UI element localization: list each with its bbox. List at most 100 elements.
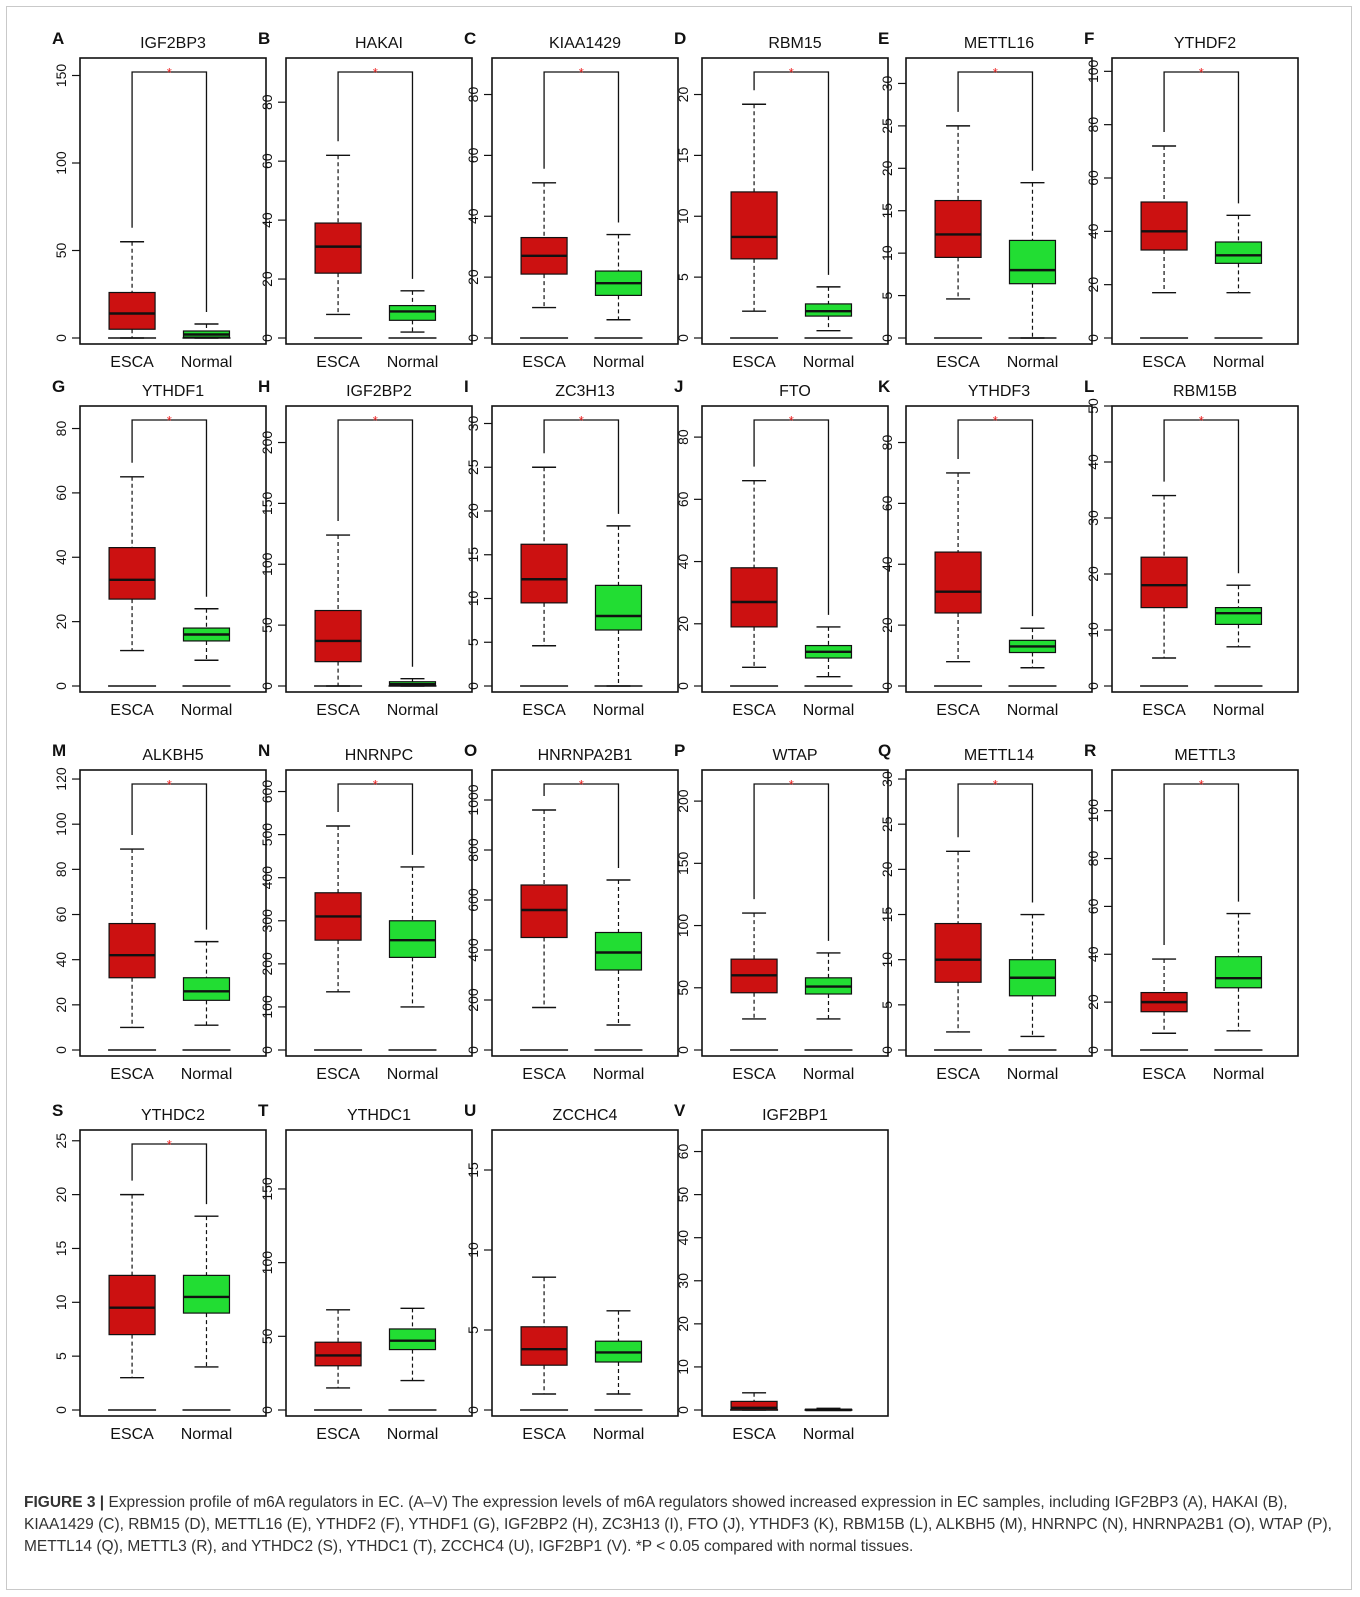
x-tick-label: ESCA [732,1426,776,1443]
y-tick-label: 15 [465,1162,481,1178]
y-tick-label: 50 [53,243,69,259]
y-tick-label: 20 [53,1187,69,1203]
x-tick-label: ESCA [1142,354,1186,371]
x-tick-label: Normal [181,1426,233,1443]
significance-star: * [993,65,998,80]
y-tick-label: 5 [675,273,691,281]
y-tick-label: 0 [465,1406,481,1414]
panel-M: M ALKBH5 0 20 40 60 80 100 120 ESCA Normal * [52,741,267,1083]
panel-H: H IGF2BP2 0 50 100 150 200 ESCA Normal * [258,377,473,719]
y-tick-label: 10 [675,208,691,224]
panel-letter: C [464,29,476,48]
x-tick-label: Normal [1213,702,1265,719]
y-tick-label: 80 [53,421,69,437]
significance-bracket [1163,419,1240,574]
plot-frame [285,1129,473,1417]
y-tick-label: 150 [259,491,275,515]
x-tick-label: Normal [593,1426,645,1443]
y-tick-label: 20 [1085,566,1101,582]
panel-letter: K [878,377,891,396]
plot-frame [79,769,267,1057]
y-tick-label: 0 [53,1046,69,1054]
plot-frame [79,405,267,693]
iqr-box [108,547,156,600]
box-esca [520,466,569,687]
panel-title: KIAA1429 [549,35,621,52]
x-tick-label: Normal [1213,1066,1265,1083]
y-tick-label: 40 [675,554,691,570]
panel-title: METTL3 [1174,747,1235,764]
box-esca [108,476,157,687]
panel-Q: Q METTL14 0 5 10 15 20 25 30 ESCA Normal * [878,741,1093,1083]
plot-frame [701,769,889,1057]
y-tick-label: 80 [1085,117,1101,133]
panel-letter: B [258,29,270,48]
y-tick-label: 20 [465,269,481,285]
y-tick-label: 0 [675,1406,691,1414]
panel-letter: A [52,29,64,48]
y-tick-label: 60 [675,1144,691,1160]
x-tick-label: Normal [1007,702,1059,719]
plot-frame [1111,405,1299,693]
panel-title: YTHDF1 [142,383,204,400]
box-esca [730,479,779,687]
box-esca [730,1392,779,1411]
panel-U: U ZCCHC4 0 5 10 15 ESCA Normal [464,1101,679,1443]
y-tick-label: 80 [879,435,895,451]
panel-K: K YTHDF3 0 20 40 60 80 ESCA Normal * [878,377,1093,719]
iqr-box [388,1328,437,1351]
y-tick-label: 40 [53,952,69,968]
significance-bracket [753,71,830,275]
panel-letter: S [52,1101,63,1120]
panel-title: ALKBH5 [142,747,203,764]
y-tick-label: 15 [675,147,691,163]
box-normal [804,952,853,1051]
iqr-box [314,609,362,663]
x-tick-label: ESCA [522,1426,566,1443]
y-tick-label: 0 [879,682,895,690]
y-tick-label: 5 [879,291,895,299]
significance-bracket [543,419,620,514]
y-tick-label: 100 [259,995,275,1019]
iqr-box [108,291,156,330]
panel-D: D RBM15 0 5 10 15 20 ESCA Normal * [674,29,889,371]
x-tick-label: Normal [387,702,439,719]
y-tick-label: 0 [879,334,895,342]
panel-letter: J [674,377,683,396]
box-esca [520,1276,569,1411]
box-esca [108,848,157,1051]
significance-star: * [993,777,998,792]
y-tick-label: 20 [675,1316,691,1332]
y-tick-label: 150 [675,851,691,875]
y-tick-label: 30 [1085,510,1101,526]
panel-title: METTL16 [964,35,1034,52]
y-tick-label: 60 [53,907,69,923]
x-tick-label: ESCA [110,1426,154,1443]
significance-star: * [789,413,794,428]
panel-title: IGF2BP2 [346,383,412,400]
x-tick-label: Normal [1007,354,1059,371]
y-tick-label: 40 [1085,946,1101,962]
significance-bracket [957,419,1034,617]
y-tick-label: 100 [53,812,69,836]
panel-R: R METTL3 0 20 40 60 80 100 ESCA Normal * [1084,741,1299,1083]
y-tick-label: 30 [465,416,481,432]
y-tick-label: 50 [259,1328,275,1344]
y-tick-label: 30 [879,75,895,91]
significance-bracket [337,71,414,279]
box-normal [804,1407,853,1412]
y-tick-label: 60 [465,147,481,163]
y-tick-label: 5 [465,1326,481,1334]
box-esca [934,125,983,339]
box-normal [804,286,853,339]
panel-title: HNRNPC [345,747,413,764]
significance-bracket [131,71,208,312]
panel-title: RBM15 [768,35,821,52]
box-normal [594,1310,643,1411]
y-tick-label: 20 [1085,994,1101,1010]
panel-letter: O [464,741,477,760]
y-tick-label: 400 [259,866,275,890]
x-tick-label: ESCA [316,702,360,719]
plot-frame [905,405,1093,693]
